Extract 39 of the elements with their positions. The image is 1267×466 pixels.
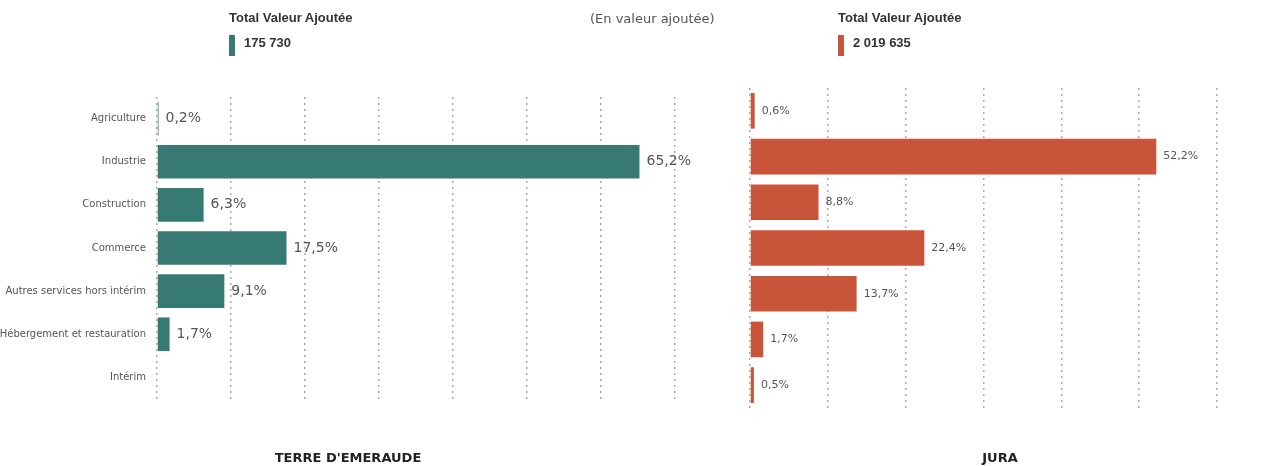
- text: JURA: [982, 450, 1018, 465]
- data-label: 13,7%: [863, 286, 899, 300]
- bar: [157, 144, 640, 179]
- bar: [157, 317, 170, 352]
- bar: [750, 230, 925, 266]
- bar: [750, 93, 755, 129]
- bar: [750, 184, 819, 221]
- y-tick-label: Autres services hors intérim: [5, 284, 146, 296]
- bar: [750, 321, 764, 358]
- data-label: 1,7%: [176, 324, 213, 341]
- text: (En valeur ajoutée): [590, 11, 715, 26]
- data-label: 17,5%: [293, 238, 338, 255]
- y-tick-label: Hébergement et restauration: [0, 327, 146, 339]
- bar: [157, 231, 287, 265]
- y-tick-label: Industrie: [101, 155, 146, 167]
- data-label: 6,3%: [210, 195, 247, 212]
- bar: [750, 138, 1157, 175]
- data-label: 0,2%: [165, 109, 202, 126]
- y-tick-label: Construction: [82, 198, 146, 210]
- text: 175 730: [244, 35, 291, 50]
- data-label: 52,2%: [1163, 149, 1199, 163]
- bar: [157, 274, 225, 308]
- data-label: 65,2%: [646, 152, 691, 169]
- data-label: 22,4%: [931, 240, 967, 254]
- text: 2 019 635: [853, 35, 911, 50]
- y-tick-label: Intérim: [110, 371, 146, 383]
- data-label: 9,1%: [231, 281, 267, 298]
- text: TERRE D'EMERAUDE: [274, 450, 422, 465]
- chart-subtitle: Total Valeur Ajoutée: [229, 10, 353, 25]
- bar: [750, 275, 857, 312]
- data-label: 8,8%: [825, 195, 854, 209]
- data-label: 0,6%: [761, 103, 790, 117]
- y-tick-label: Commerce: [91, 241, 146, 253]
- y-tick-label: Agriculture: [91, 112, 146, 124]
- bar: [750, 367, 754, 403]
- data-label: 0,5%: [760, 378, 789, 391]
- bar: [157, 188, 204, 222]
- data-label: 1,7%: [770, 332, 799, 346]
- chart-subtitle: Total Valeur Ajoutée: [838, 10, 962, 25]
